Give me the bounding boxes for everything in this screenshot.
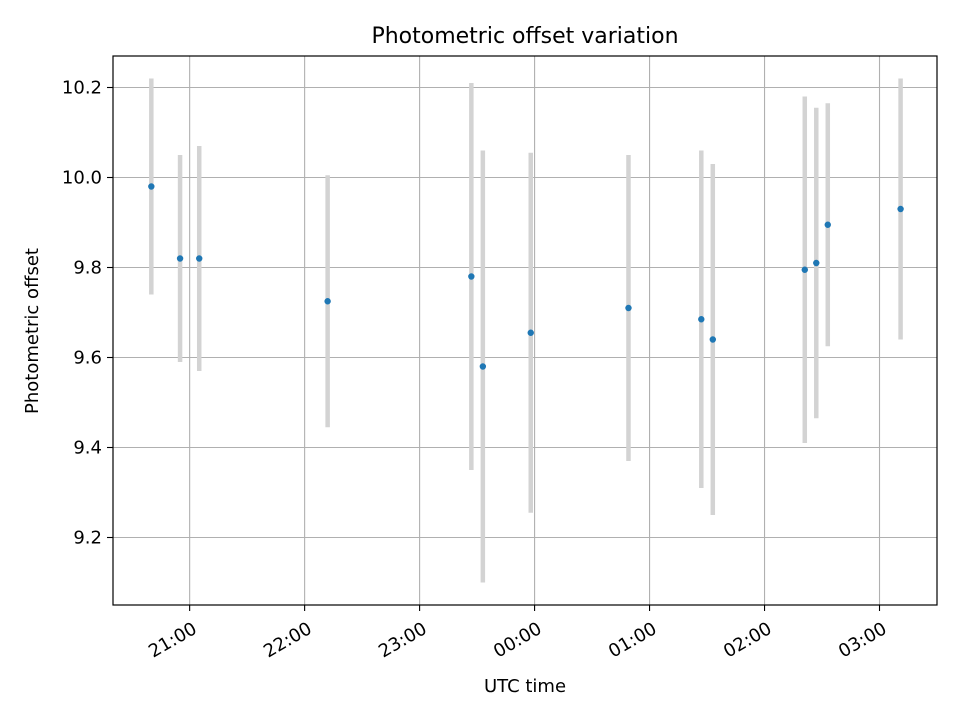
data-point	[897, 205, 904, 213]
data-point	[801, 266, 808, 273]
data-point	[709, 336, 716, 343]
y-tick-label: 9.4	[73, 438, 102, 459]
x-tick-label: 23:00	[375, 618, 430, 662]
error-bars	[149, 78, 903, 583]
data-points	[148, 183, 904, 370]
data-point	[813, 259, 820, 267]
data-point	[468, 273, 475, 280]
data-point	[625, 304, 632, 312]
y-axis-ticks: 9.2 9.4 9.6 9.8 10.0 10.2	[62, 78, 113, 549]
data-point	[196, 255, 203, 262]
y-tick-label: 10.2	[62, 78, 102, 99]
y-tick-label: 9.8	[73, 258, 102, 279]
x-tick-label: 02:00	[720, 618, 775, 662]
x-tick-label: 00:00	[490, 618, 545, 662]
y-tick-label: 10.0	[62, 168, 102, 189]
x-tick-label: 22:00	[260, 618, 315, 662]
data-point	[527, 329, 534, 336]
x-tick-label: 21:00	[145, 618, 200, 662]
data-point	[824, 221, 831, 228]
plot-frame	[112, 55, 938, 606]
x-axis-label: UTC time	[484, 676, 566, 697]
data-point	[324, 298, 331, 305]
y-tick-label: 9.6	[73, 348, 102, 369]
x-tick-label: 01:00	[605, 618, 660, 662]
y-axis-label: Photometric offset	[22, 248, 43, 414]
data-point	[479, 363, 487, 370]
chart-title: Photometric offset variation	[371, 24, 678, 49]
y-tick-label: 9.2	[73, 528, 102, 549]
data-point	[148, 183, 155, 190]
x-tick-label: 03:00	[835, 618, 890, 662]
data-point	[698, 316, 705, 323]
x-axis-ticks: 21:00 22:00 23:00 00:00 01:00 02:00 03:00	[145, 605, 890, 662]
grid-lines	[113, 56, 937, 605]
data-point	[176, 255, 184, 262]
